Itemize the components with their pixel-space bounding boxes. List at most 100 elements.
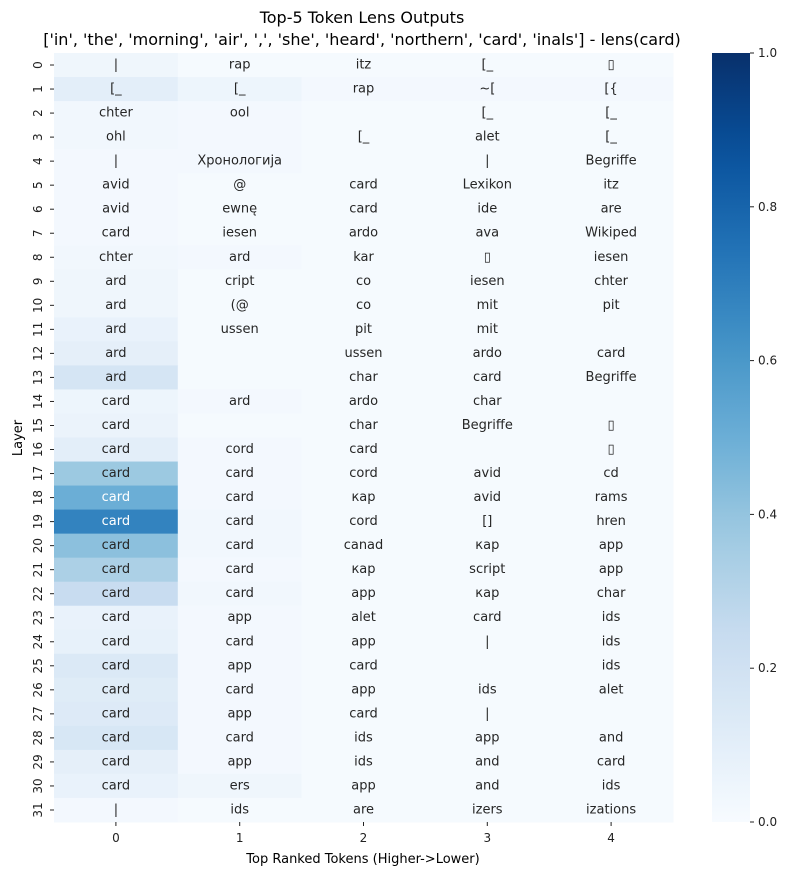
cell-label: iesen (594, 250, 629, 265)
heatmap-cell (54, 773, 179, 799)
heatmap-cell (54, 293, 179, 318)
cell-label: [_ (605, 106, 617, 121)
cell-label: card (102, 634, 130, 649)
y-tick-label: 30 (31, 778, 45, 793)
heatmap-cell (549, 557, 674, 583)
cell-label: [{ (604, 82, 617, 97)
cell-label: char (349, 418, 378, 433)
heatmap-cell (177, 701, 303, 727)
heatmap-cell (177, 413, 303, 438)
cell-label: Lexikon (463, 178, 512, 193)
heatmap-cell (425, 749, 550, 775)
heatmap-cell (425, 173, 550, 198)
cell-label: [_ (110, 82, 122, 97)
y-tick-label: 18 (31, 490, 45, 505)
heatmap-cell (301, 437, 426, 463)
y-tick-label: 28 (31, 730, 45, 745)
cell-label: app (351, 586, 375, 601)
cell-label: app (227, 706, 251, 721)
heatmap-cell (549, 221, 674, 246)
y-tick-label: 24 (31, 634, 45, 649)
cell-label: chter (594, 274, 628, 289)
cell-label: card (225, 730, 253, 745)
heatmap-cell (425, 557, 550, 583)
heatmap-cell (177, 677, 303, 703)
cell-label: are (353, 802, 374, 817)
cell-label: Wikiped (585, 226, 637, 241)
cell-label: card (349, 202, 377, 217)
cell-label: pit (603, 298, 620, 313)
heatmap-cell (549, 149, 674, 174)
heatmap-cell (177, 533, 303, 559)
y-tick-label: 12 (31, 346, 45, 361)
heatmap-cell (177, 245, 303, 270)
cell-label: [_ (482, 106, 494, 121)
y-tick-label: 17 (31, 466, 45, 481)
cell-label: | (485, 706, 489, 721)
cell-label: card (225, 490, 253, 505)
heatmap-cell (549, 101, 674, 126)
y-tick-label: 10 (31, 298, 45, 313)
heatmap-cell (425, 101, 550, 126)
heatmap-cell (54, 557, 179, 583)
heatmap-cell (54, 605, 179, 631)
cell-label: ids (354, 730, 373, 745)
heatmap-cell (425, 221, 550, 246)
cell-label: card (225, 538, 253, 553)
cell-label: card (225, 466, 253, 481)
cell-label: ids (602, 778, 621, 793)
cell-label: ide (477, 202, 497, 217)
cell-label: pit (355, 322, 372, 337)
cell-label: кар (475, 538, 499, 553)
cell-label: card (102, 538, 130, 553)
cell-label: [_ (482, 58, 494, 73)
cell-label: Хронологија (197, 154, 282, 169)
heatmap-cell (177, 221, 303, 246)
heatmap-cell (54, 437, 179, 463)
cell-label: card (102, 754, 130, 769)
heatmap-cell (425, 413, 550, 438)
heatmap-cell (549, 197, 674, 222)
heatmap-cell (54, 749, 179, 775)
cell-label: avid (102, 202, 130, 217)
cell-label: ard (105, 322, 126, 337)
heatmap-cell (301, 677, 426, 703)
heatmap-cell (549, 701, 674, 727)
cell-label: avid (474, 490, 502, 505)
cell-label: izers (472, 802, 503, 817)
heatmap-cell (177, 461, 303, 487)
cell-label: card (102, 226, 130, 241)
cell-label: card (102, 778, 130, 793)
cell-label: avid (102, 178, 130, 193)
cell-label: ussen (344, 346, 382, 361)
y-tick-label: 23 (31, 610, 45, 625)
heatmap-cell (425, 485, 550, 511)
cell-label: | (114, 154, 118, 169)
y-tick-label: 16 (31, 442, 45, 457)
heatmap-cell (54, 389, 179, 414)
chart-title: Top-5 Token Lens Outputs (259, 8, 465, 27)
heatmap-cell (425, 773, 550, 799)
cell-label: iesen (470, 274, 505, 289)
heatmap-cell (54, 269, 179, 294)
cell-label: itz (356, 58, 372, 73)
colorbar-ticks: 0.0 0.2 0.4 0.6 0.8 1.0 (750, 46, 777, 829)
heatmap-cell (54, 173, 179, 198)
cell-label: alet (351, 610, 376, 625)
heatmap-cell (54, 797, 179, 823)
heatmap-cell (549, 365, 674, 390)
heatmap-cell (54, 125, 179, 150)
cell-label: ewnę (222, 202, 257, 217)
heatmap-cell (177, 365, 303, 390)
heatmap-cell (549, 629, 674, 655)
cell-label: kar (353, 250, 374, 265)
heatmap-cell (54, 101, 179, 126)
heatmap-cell (301, 749, 426, 775)
heatmap-cell (549, 269, 674, 294)
cell-label: кар (475, 586, 499, 601)
cell-label: ids (230, 802, 249, 817)
heatmap-cell (549, 485, 674, 511)
cell-label: Begriffe (586, 154, 637, 169)
heatmap-cell (549, 341, 674, 366)
heatmap-cell (425, 389, 550, 414)
